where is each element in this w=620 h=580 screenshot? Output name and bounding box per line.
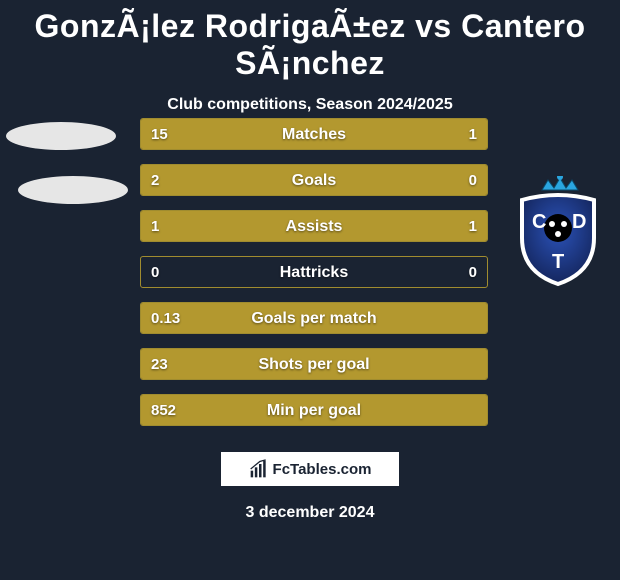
stat-row: 852Min per goal [140,394,488,426]
stat-label: Shots per goal [141,349,487,380]
footer-brand-label: FcTables.com [273,461,372,478]
subtitle: Club competitions, Season 2024/2025 [0,96,620,114]
stat-row: 0.13Goals per match [140,302,488,334]
stat-row: 11Assists [140,210,488,242]
stat-row: 00Hattricks [140,256,488,288]
stat-label: Goals [141,165,487,196]
footer-brand-badge[interactable]: FcTables.com [221,452,399,486]
stat-rows: 151Matches 20Goals 11Assists 00Hattricks 0.1… [140,118,488,440]
stat-row: 151Matches [140,118,488,150]
stat-row: 20Goals [140,164,488,196]
player-left-avatar-placeholder-2 [18,176,128,204]
stat-label: Hattricks [141,257,487,288]
stat-row: 23Shots per goal [140,348,488,380]
footer-date: 3 december 2024 [0,504,620,522]
stat-label: Min per goal [141,395,487,426]
player-right-club-badge: C D T [502,176,614,288]
page-title: GonzÃ¡lez RodrigaÃ±ez vs Cantero SÃ¡nche… [0,8,620,82]
shield-icon: C D T [502,176,614,288]
chart-icon [249,459,269,479]
stat-label: Goals per match [141,303,487,334]
svg-text:D: D [572,211,586,233]
svg-text:T: T [552,251,564,273]
player-left-avatar-placeholder-1 [6,122,116,150]
comparison-card: GonzÃ¡lez RodrigaÃ±ez vs Cantero SÃ¡nche… [0,0,620,580]
svg-text:C: C [532,211,546,233]
stat-label: Matches [141,119,487,150]
stat-label: Assists [141,211,487,242]
